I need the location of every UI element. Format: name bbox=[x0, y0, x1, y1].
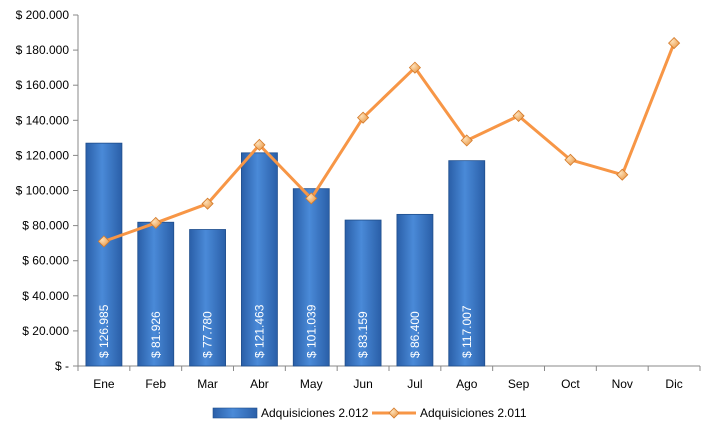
bar bbox=[241, 152, 278, 367]
bar bbox=[85, 142, 123, 367]
x-tick-label: Nov bbox=[612, 377, 633, 391]
bar-data-label: $ 83.159 bbox=[356, 311, 370, 358]
y-tick-label: $ 100.000 bbox=[16, 184, 70, 198]
y-tick-label: $ 80.000 bbox=[22, 219, 69, 233]
axes: $ - $ 20.000 $ 40.000 $ 60.000 $ 80.000 $ 100… bbox=[16, 8, 701, 391]
x-tick-label: Ene bbox=[93, 377, 115, 391]
legend-swatch-marker bbox=[388, 407, 400, 419]
line-marker bbox=[201, 197, 214, 210]
y-tick-label: $ 200.000 bbox=[16, 8, 70, 22]
legend-label-bars: Adquisiciones 2.012 bbox=[261, 406, 369, 420]
x-tick-label: Sep bbox=[508, 377, 530, 391]
bar bbox=[396, 213, 434, 367]
x-tick-label: Oct bbox=[561, 377, 580, 391]
line-marker bbox=[97, 235, 110, 248]
x-tick-label: Jul bbox=[407, 377, 422, 391]
bar-data-label: $ 81.926 bbox=[149, 311, 163, 358]
bar-data-label: $ 126.985 bbox=[97, 304, 111, 358]
bar bbox=[292, 188, 330, 367]
bar-data-label: $ 101.039 bbox=[304, 304, 318, 358]
line-marker bbox=[668, 37, 681, 50]
bar bbox=[448, 160, 486, 367]
line-marker bbox=[253, 138, 266, 151]
line-series bbox=[97, 37, 681, 248]
x-tick-label: Jun bbox=[353, 377, 372, 391]
legend-label-line: Adquisiciones 2.011 bbox=[420, 406, 527, 420]
x-tick-label: Feb bbox=[145, 377, 166, 391]
bar bbox=[344, 219, 382, 367]
line-marker bbox=[149, 216, 162, 230]
line-marker bbox=[408, 61, 421, 74]
x-tick-label: May bbox=[300, 377, 323, 391]
bar-data-label: $ 86.400 bbox=[408, 311, 422, 358]
line-marker bbox=[357, 111, 370, 124]
bar bbox=[189, 229, 226, 367]
y-tick-label: $ 40.000 bbox=[22, 289, 69, 303]
y-tick-label: $ 180.000 bbox=[16, 43, 70, 57]
y-tick-label: $ 60.000 bbox=[22, 254, 69, 268]
x-tick-label: Dic bbox=[665, 377, 682, 391]
y-tick-label: $ - bbox=[55, 359, 69, 373]
x-tick-label: Ago bbox=[456, 377, 478, 391]
y-tick-label: $ 120.000 bbox=[16, 148, 70, 162]
bar-series: $ 126.985 $ 81.926 $ 77.780 $ 121.463 $ 101.… bbox=[85, 142, 486, 367]
y-tick-label: $ 140.000 bbox=[16, 113, 70, 127]
y-tick-label: $ 160.000 bbox=[16, 78, 70, 92]
line-marker bbox=[460, 134, 473, 147]
bar-data-label: $ 117.007 bbox=[460, 305, 474, 358]
line-marker bbox=[305, 192, 318, 205]
y-tick-label: $ 20.000 bbox=[22, 324, 69, 338]
line-marker bbox=[512, 109, 525, 122]
x-tick-label: Abr bbox=[250, 377, 269, 391]
legend: Adquisiciones 2.012 Adquisiciones 2.011 bbox=[212, 406, 527, 420]
bar-data-label: $ 77.780 bbox=[201, 311, 215, 358]
line-marker bbox=[564, 153, 577, 166]
bar-data-label: $ 121.463 bbox=[252, 304, 266, 358]
line-marker bbox=[616, 168, 629, 181]
x-tick-label: Mar bbox=[197, 377, 218, 391]
legend-swatch-bars bbox=[212, 407, 258, 419]
line-path bbox=[103, 42, 676, 243]
